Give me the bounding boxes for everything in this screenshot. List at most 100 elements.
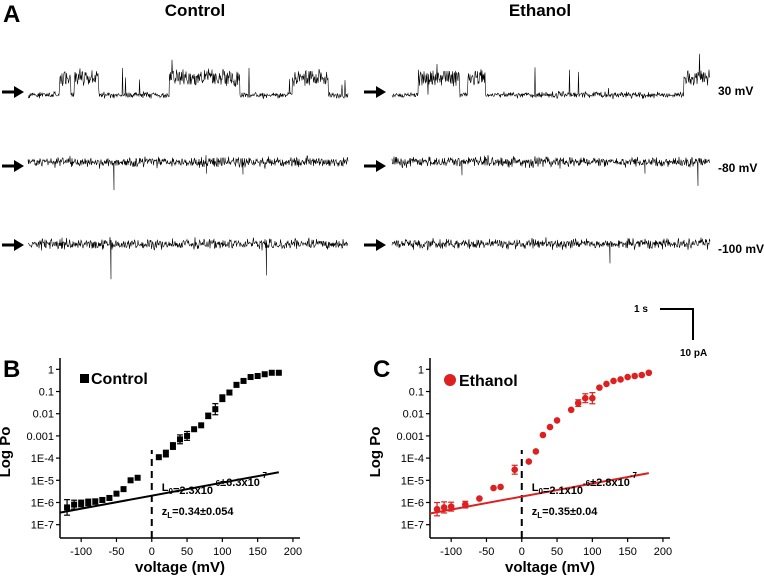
scale-bar: 1 s 10 pA xyxy=(634,304,707,359)
y-tick-label: 1E-4 xyxy=(401,453,424,465)
arrow-icon xyxy=(364,239,386,251)
current-trace xyxy=(27,236,348,280)
arrow-icon xyxy=(2,239,24,251)
data-point xyxy=(198,422,205,429)
data-point xyxy=(191,426,198,433)
y-tick-label: 0.1 xyxy=(39,387,54,399)
y-axis-title: Log Po xyxy=(367,427,384,478)
data-point xyxy=(127,477,134,484)
current-trace xyxy=(27,59,349,99)
data-point xyxy=(120,486,127,493)
voltage-label-minus100: -100 mV xyxy=(718,242,764,256)
data-point xyxy=(447,503,455,510)
data-point xyxy=(226,389,233,396)
legend-label: Ethanol xyxy=(459,373,518,390)
data-point xyxy=(240,377,247,384)
column-title-ethanol: Ethanol xyxy=(509,1,571,20)
data-point xyxy=(433,505,441,513)
data-point xyxy=(169,443,176,450)
data-point xyxy=(546,423,554,431)
data-point xyxy=(275,369,282,376)
data-point xyxy=(539,431,547,439)
y-tick-label: 1E-6 xyxy=(401,497,424,509)
y-axis-title: Log Po xyxy=(0,427,14,478)
data-point xyxy=(113,490,120,497)
x-axis-title: voltage (mV) xyxy=(505,559,595,576)
data-point xyxy=(440,504,448,511)
data-point xyxy=(490,484,497,492)
y-tick-label: 0.001 xyxy=(396,431,424,443)
x-tick-label: 50 xyxy=(181,546,193,558)
current-trace xyxy=(27,155,349,191)
y-tick-label: 1E-7 xyxy=(401,520,424,532)
data-point xyxy=(567,406,575,414)
data-point xyxy=(212,406,219,413)
data-point xyxy=(610,377,617,385)
fit-parameter-zl: zL=0.34±0.054 xyxy=(162,506,235,520)
x-tick-label: 200 xyxy=(654,546,672,558)
x-tick-label: 150 xyxy=(618,546,636,558)
y-tick-label: 0.1 xyxy=(409,387,424,399)
scale-bar-time: 1 s xyxy=(634,304,648,315)
annotation-part: L xyxy=(532,482,539,494)
data-point xyxy=(233,381,240,388)
current-trace xyxy=(391,154,711,186)
plot-control: 1 0.1 0.01 0.001 1E-4 1E-5 1E-6 1E-7 -100 -50 0 50 1… xyxy=(0,358,302,576)
current-trace xyxy=(391,53,711,100)
x-tick-label: 0 xyxy=(149,546,155,558)
legend-marker xyxy=(80,374,89,383)
data-point xyxy=(574,399,582,407)
arrow-icon xyxy=(2,86,24,98)
voltage-label-minus80: -80 mV xyxy=(718,161,757,175)
data-point xyxy=(631,372,639,380)
data-point xyxy=(617,376,624,383)
panel-letter-c: C xyxy=(373,356,390,383)
data-point xyxy=(92,498,99,505)
data-point xyxy=(589,394,596,402)
annotation-part: 0 xyxy=(168,487,173,496)
panel-letter-a: A xyxy=(3,1,20,28)
annotation-part: -6 xyxy=(583,479,591,488)
y-tick-label: 1E-5 xyxy=(31,475,54,487)
annotation-part: ±2.8x10 xyxy=(590,477,630,489)
x-tick-label: 100 xyxy=(583,546,601,558)
x-tick-label: -100 xyxy=(70,546,92,558)
data-point xyxy=(219,395,226,402)
annotation-part: 0 xyxy=(538,487,543,496)
x-tick-label: -100 xyxy=(440,546,462,558)
data-point xyxy=(134,474,141,481)
scale-bar-current: 10 pA xyxy=(680,348,707,359)
y-tick-label: 1E-7 xyxy=(31,520,54,532)
data-point xyxy=(525,458,533,465)
data-point xyxy=(596,384,603,391)
data-point xyxy=(205,412,212,419)
trace-arrows xyxy=(2,86,386,251)
data-point xyxy=(638,371,646,379)
data-point xyxy=(461,501,469,508)
annotation-part: ±6.3x10 xyxy=(220,477,260,489)
fit-line xyxy=(59,471,280,514)
x-tick-label: 100 xyxy=(213,546,231,558)
data-point xyxy=(78,500,85,507)
data-point xyxy=(624,373,631,381)
data-point xyxy=(476,495,483,502)
x-tick-label: -50 xyxy=(109,546,125,558)
current-traces xyxy=(27,53,711,280)
legend-label: Control xyxy=(91,371,148,388)
y-tick-label: 1 xyxy=(418,364,424,376)
data-point xyxy=(268,369,275,376)
x-tick-label: 200 xyxy=(284,546,302,558)
current-trace xyxy=(391,237,711,264)
annotation-part: L xyxy=(162,482,169,494)
y-tick-label: 1E-5 xyxy=(401,475,424,487)
y-tick-label: 0.01 xyxy=(403,409,424,421)
data-point xyxy=(511,466,519,474)
arrow-icon xyxy=(364,160,386,172)
data-point xyxy=(162,450,169,457)
x-axis-title: voltage (mV) xyxy=(135,559,225,576)
data-point xyxy=(184,432,191,439)
data-point xyxy=(99,496,106,503)
data-point xyxy=(177,436,183,443)
data-point xyxy=(71,501,78,508)
